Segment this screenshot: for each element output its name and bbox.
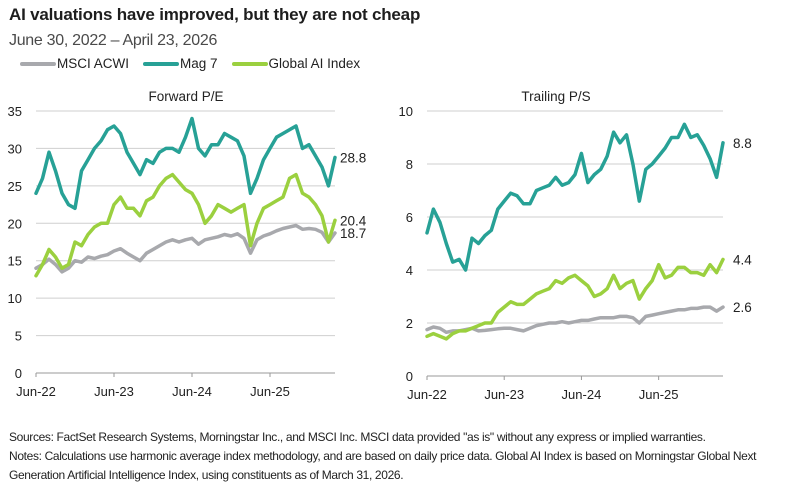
legend-swatch xyxy=(143,61,180,66)
x-tick-label: Jun-23 xyxy=(94,384,134,399)
panel-title: Trailing P/S xyxy=(521,89,590,104)
end-value-label: 2.6 xyxy=(733,300,752,315)
y-tick-label: 20 xyxy=(8,216,22,231)
end-value-label: 28.8 xyxy=(340,150,366,165)
y-tick-label: 0 xyxy=(406,369,413,384)
sources-note: Sources: FactSet Research Systems, Morni… xyxy=(9,430,706,444)
legend-item-mag7: Mag 7 xyxy=(143,56,218,71)
series-line-global-ai-index xyxy=(34,172,337,278)
legend-swatch xyxy=(20,61,56,66)
legend-item-msci-acwi: MSCI ACWI xyxy=(20,56,129,71)
y-tick-label: 6 xyxy=(406,210,413,225)
y-tick-label: 0 xyxy=(15,366,22,381)
y-tick-label: 10 xyxy=(399,104,413,119)
series-line-mag-7 xyxy=(34,116,337,211)
legend-label: Global AI Index xyxy=(268,56,361,71)
y-tick-label: 2 xyxy=(406,316,413,331)
end-value-label: 20.4 xyxy=(340,213,367,228)
footnotes: Sources: FactSet Research Systems, Morni… xyxy=(9,428,784,485)
series-line-msci-acwi xyxy=(425,305,725,335)
legend: MSCI ACWI Mag 7 Global AI Index xyxy=(20,56,360,71)
end-value-label: 18.7 xyxy=(340,226,366,241)
forward-pe-chart: Forward P/E 0 5 10 15 20 25 30 35 Jun-22 Jun-23 Jun… xyxy=(8,89,367,399)
x-tick-label: Jun-22 xyxy=(16,384,56,399)
end-value-label: 8.8 xyxy=(733,136,752,151)
y-tick-label: 25 xyxy=(8,179,22,194)
trailing-ps-chart: Trailing P/S 0 2 4 6 8 10 Jun-22 Jun-23 Jun-24 Jun… xyxy=(399,89,753,402)
x-tick-label: Jun-24 xyxy=(172,384,212,399)
legend-item-global-ai: Global AI Index xyxy=(231,56,361,71)
y-tick-label: 4 xyxy=(406,263,413,278)
series-line-global-ai-index xyxy=(425,257,725,341)
legend-label: MSCI ACWI xyxy=(57,56,130,71)
legend-label: Mag 7 xyxy=(180,56,218,71)
series-line-msci-acwi xyxy=(34,223,337,274)
date-range-subtitle: June 30, 2022 – April 23, 2026 xyxy=(9,32,218,49)
end-value-label: 4.4 xyxy=(733,252,752,267)
y-tick-label: 30 xyxy=(8,141,22,156)
methodology-note: Notes: Calculations use harmonic average… xyxy=(9,449,757,482)
legend-swatch xyxy=(231,61,268,66)
x-tick-label: Jun-23 xyxy=(484,387,524,402)
x-tick-label: Jun-22 xyxy=(407,387,447,402)
y-tick-label: 10 xyxy=(8,291,22,306)
chart-title: AI valuations have improved, but they ar… xyxy=(9,5,421,24)
y-tick-label: 5 xyxy=(15,329,22,344)
x-tick-label: Jun-24 xyxy=(562,387,602,402)
series-line-mag-7 xyxy=(425,122,725,272)
y-tick-label: 8 xyxy=(406,157,413,172)
y-tick-label: 35 xyxy=(8,104,22,119)
panel-title: Forward P/E xyxy=(148,89,223,104)
x-tick-label: Jun-25 xyxy=(250,384,290,399)
y-tick-label: 15 xyxy=(8,254,22,269)
x-tick-label: Jun-25 xyxy=(639,387,679,402)
